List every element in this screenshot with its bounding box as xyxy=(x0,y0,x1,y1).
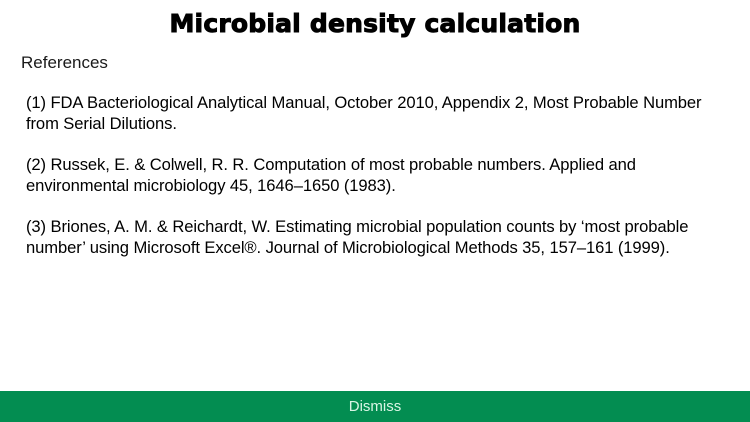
dismiss-button[interactable]: Dismiss xyxy=(0,391,750,422)
reference-item-3: (3) Briones, A. M. & Reichardt, W. Estim… xyxy=(26,217,689,257)
reference-item-2: (2) Russek, E. & Colwell, R. R. Computat… xyxy=(26,155,636,195)
dismiss-button-label: Dismiss xyxy=(348,398,402,415)
reference-item-1: (1) FDA Bacteriological Analytical Manua… xyxy=(26,93,702,133)
references-list: (1) FDA Bacteriological Analytical Manua… xyxy=(26,92,726,278)
page-title: Microbial density calculation xyxy=(169,9,581,39)
section-label-references: References xyxy=(21,53,108,72)
